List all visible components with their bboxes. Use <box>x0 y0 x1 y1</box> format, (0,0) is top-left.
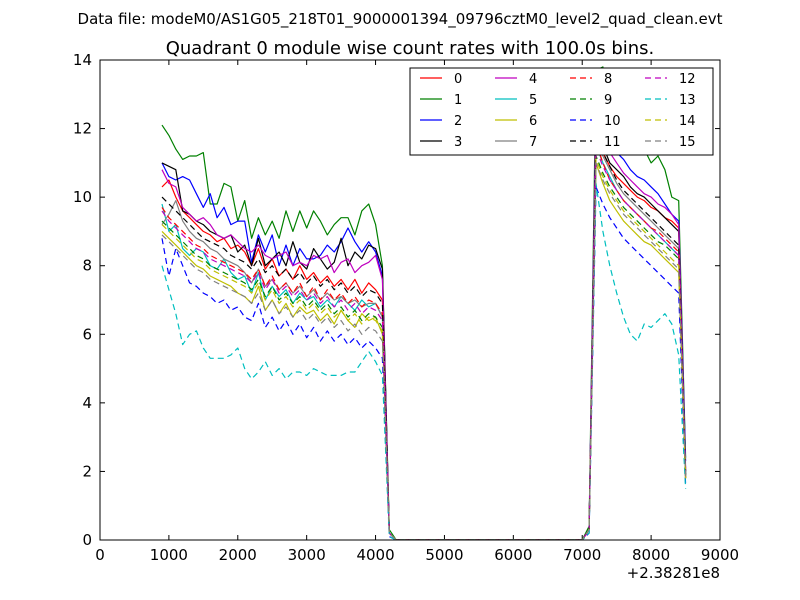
legend-label-10: 10 <box>604 114 621 129</box>
plot-frame <box>99 59 721 541</box>
series-line-15 <box>161 162 687 540</box>
x-tick-label: 2000 <box>219 546 257 564</box>
y-tick-label: 6 <box>82 325 92 343</box>
legend-label-13: 13 <box>679 93 696 108</box>
series-line-14 <box>161 158 687 540</box>
legend-label-3: 3 <box>454 135 462 150</box>
chart-title: Quadrant 0 module wise count rates with … <box>166 38 655 59</box>
x-tick-label: 4000 <box>356 546 394 564</box>
x-tick-label: 0 <box>95 546 105 564</box>
legend-label-0: 0 <box>454 72 462 87</box>
y-tick-label: 14 <box>73 51 92 69</box>
y-tick-label: 0 <box>82 531 92 549</box>
series-line-8 <box>161 141 687 540</box>
y-tick-label: 4 <box>82 394 92 412</box>
y-tick-label: 12 <box>73 120 92 138</box>
legend-box <box>409 67 714 156</box>
legend-label-7: 7 <box>529 135 537 150</box>
y-tick-label: 10 <box>73 188 92 206</box>
legend-label-9: 9 <box>604 93 612 108</box>
legend-label-15: 15 <box>679 135 696 150</box>
series-line-6 <box>161 162 687 540</box>
x-tick-label: 5000 <box>425 546 463 564</box>
x-tick-label: 8000 <box>632 546 670 564</box>
legend-label-4: 4 <box>529 72 537 87</box>
legend-label-12: 12 <box>679 72 696 87</box>
x-tick-label: 1000 <box>150 546 188 564</box>
series-line-9 <box>161 155 687 540</box>
x-tick-label: 3000 <box>288 546 326 564</box>
legend-label-8: 8 <box>604 72 612 87</box>
series-line-0 <box>161 128 687 540</box>
legend-label-6: 6 <box>529 114 537 129</box>
legend-label-1: 1 <box>454 93 462 108</box>
y-tick-label: 2 <box>82 462 92 480</box>
legend-label-2: 2 <box>454 114 462 129</box>
series-line-12 <box>161 148 687 540</box>
series-line-4 <box>161 107 687 540</box>
series-line-7 <box>161 134 687 540</box>
x-tick-label: 9000 <box>701 546 739 564</box>
legend-label-5: 5 <box>529 93 537 108</box>
series-line-5 <box>161 145 687 540</box>
legend-label-14: 14 <box>679 114 696 129</box>
data-file-label: Data file: modeM0/AS1G05_218T01_90000013… <box>78 10 723 29</box>
axis-ticks: 0 1000 2000 3000 4000 5000 6000 7000 8000 9000 0 2 4… <box>73 51 739 564</box>
legend-label-11: 11 <box>604 135 621 150</box>
y-tick-label: 8 <box>82 257 92 275</box>
x-axis-offset-label: +2.38281e8 <box>627 564 720 582</box>
series-line-13 <box>161 182 687 540</box>
x-tick-label: 6000 <box>494 546 532 564</box>
series-line-3 <box>161 128 687 540</box>
series-line-10 <box>161 186 687 540</box>
x-tick-label: 7000 <box>563 546 601 564</box>
